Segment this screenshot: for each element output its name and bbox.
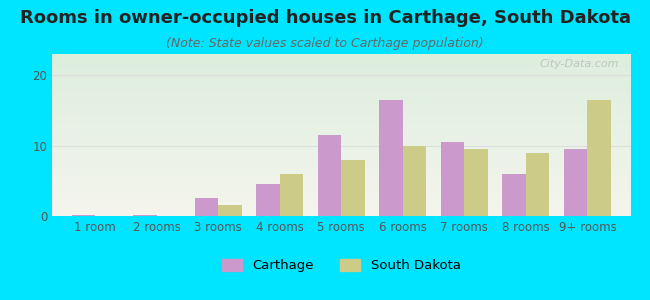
Text: (Note: State values scaled to Carthage population): (Note: State values scaled to Carthage p… — [166, 38, 484, 50]
Bar — [341, 160, 365, 216]
Bar — [403, 146, 426, 216]
Bar — [256, 184, 280, 216]
Bar — [133, 214, 157, 216]
Bar — [441, 142, 464, 216]
Bar — [464, 149, 488, 216]
Bar — [72, 214, 95, 216]
Bar — [502, 174, 526, 216]
Bar — [588, 100, 611, 216]
Bar — [280, 174, 303, 216]
Text: Rooms in owner-occupied houses in Carthage, South Dakota: Rooms in owner-occupied houses in Cartha… — [20, 9, 630, 27]
Bar — [318, 135, 341, 216]
Bar — [380, 100, 403, 216]
Bar — [526, 153, 549, 216]
Bar — [564, 149, 588, 216]
Bar — [195, 198, 218, 216]
Legend: Carthage, South Dakota: Carthage, South Dakota — [216, 254, 466, 278]
Text: City-Data.com: City-Data.com — [540, 59, 619, 69]
Bar — [218, 206, 242, 216]
